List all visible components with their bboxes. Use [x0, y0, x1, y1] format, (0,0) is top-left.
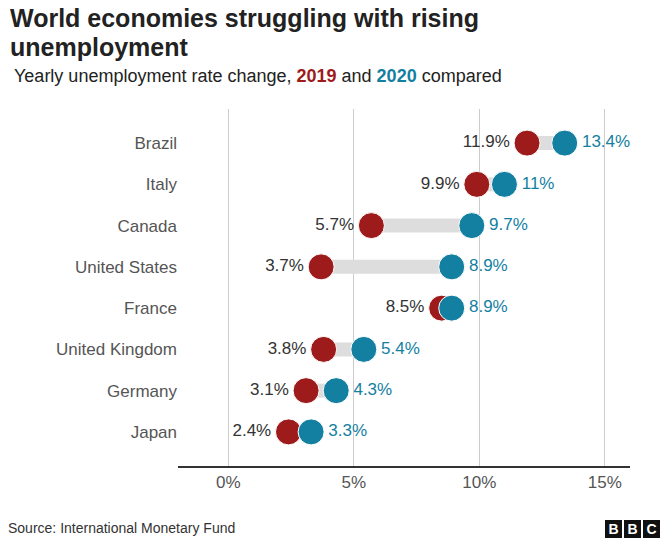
svg-text:Germany: Germany — [107, 382, 177, 401]
svg-text:2.4%: 2.4% — [232, 421, 271, 440]
svg-text:Canada: Canada — [117, 217, 177, 236]
svg-text:5.7%: 5.7% — [315, 215, 354, 234]
svg-text:United States: United States — [75, 258, 177, 277]
svg-text:Brazil: Brazil — [134, 134, 177, 153]
svg-text:Italy: Italy — [146, 175, 178, 194]
svg-text:8.9%: 8.9% — [469, 297, 508, 316]
svg-text:13.4%: 13.4% — [582, 132, 630, 151]
svg-text:10%: 10% — [462, 473, 496, 492]
html-text:World economies struggling wit: World economies struggling with rising u… — [10, 4, 479, 61]
html-text:B: B — [608, 521, 619, 537]
svg-text:3.7%: 3.7% — [265, 256, 304, 275]
html-text:B: B — [627, 521, 638, 537]
svg-text:3.1%: 3.1% — [250, 380, 289, 399]
svg-text:3.8%: 3.8% — [268, 339, 307, 358]
svg-text:4.3%: 4.3% — [353, 380, 392, 399]
svg-text:Japan: Japan — [131, 423, 177, 442]
svg-text:9.7%: 9.7% — [489, 215, 528, 234]
svg-text:11.9%: 11.9% — [463, 132, 510, 151]
svg-text:0%: 0% — [216, 473, 241, 492]
svg-text:5%: 5% — [341, 473, 366, 492]
svg-text:United Kingdom: United Kingdom — [56, 340, 177, 359]
html-text:Source: International Monetary: Source: International Monetary Fund — [8, 520, 236, 536]
svg-text:8.5%: 8.5% — [386, 297, 425, 316]
svg-text:3.3%: 3.3% — [328, 421, 367, 440]
svg-text:8.9%: 8.9% — [469, 256, 508, 275]
svg-text:11%: 11% — [522, 174, 555, 193]
html-text:C: C — [646, 521, 657, 537]
svg-text:France: France — [124, 299, 177, 318]
svg-text:9.9%: 9.9% — [421, 174, 460, 193]
svg-text:5.4%: 5.4% — [381, 339, 420, 358]
svg-text:15%: 15% — [588, 473, 622, 492]
html-text:Yearly unemployment rate chang: Yearly unemployment rate change, 2019 an… — [14, 66, 502, 86]
